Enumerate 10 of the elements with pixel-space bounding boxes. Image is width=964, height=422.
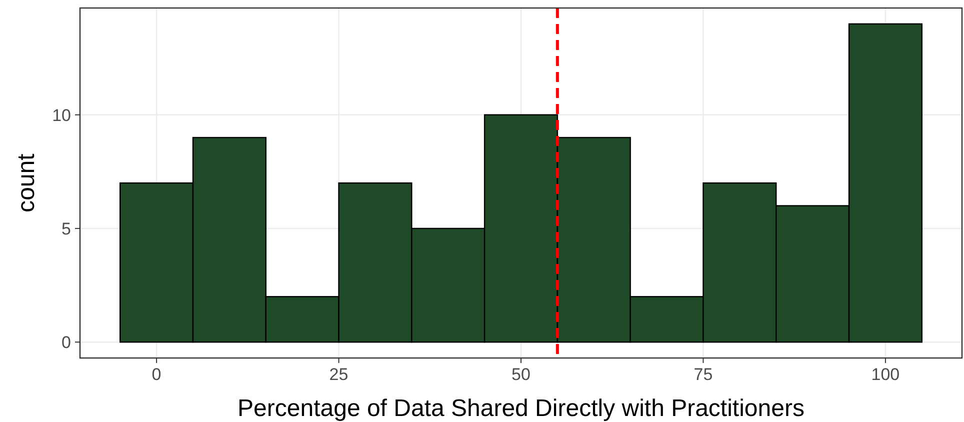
x-tick-label: 0 — [152, 365, 162, 384]
x-tick-label: 25 — [329, 365, 348, 384]
y-tick-label: 10 — [52, 106, 71, 125]
x-axis-title: Percentage of Data Shared Directly with Practitioners — [238, 395, 804, 422]
y-tick-label: 5 — [62, 219, 71, 238]
y-axis-title: count — [13, 153, 40, 212]
x-tick-label: 75 — [694, 365, 713, 384]
x-tick-label: 100 — [871, 365, 900, 384]
x-tick-label: 50 — [512, 365, 530, 384]
y-tick-label: 0 — [62, 333, 71, 352]
